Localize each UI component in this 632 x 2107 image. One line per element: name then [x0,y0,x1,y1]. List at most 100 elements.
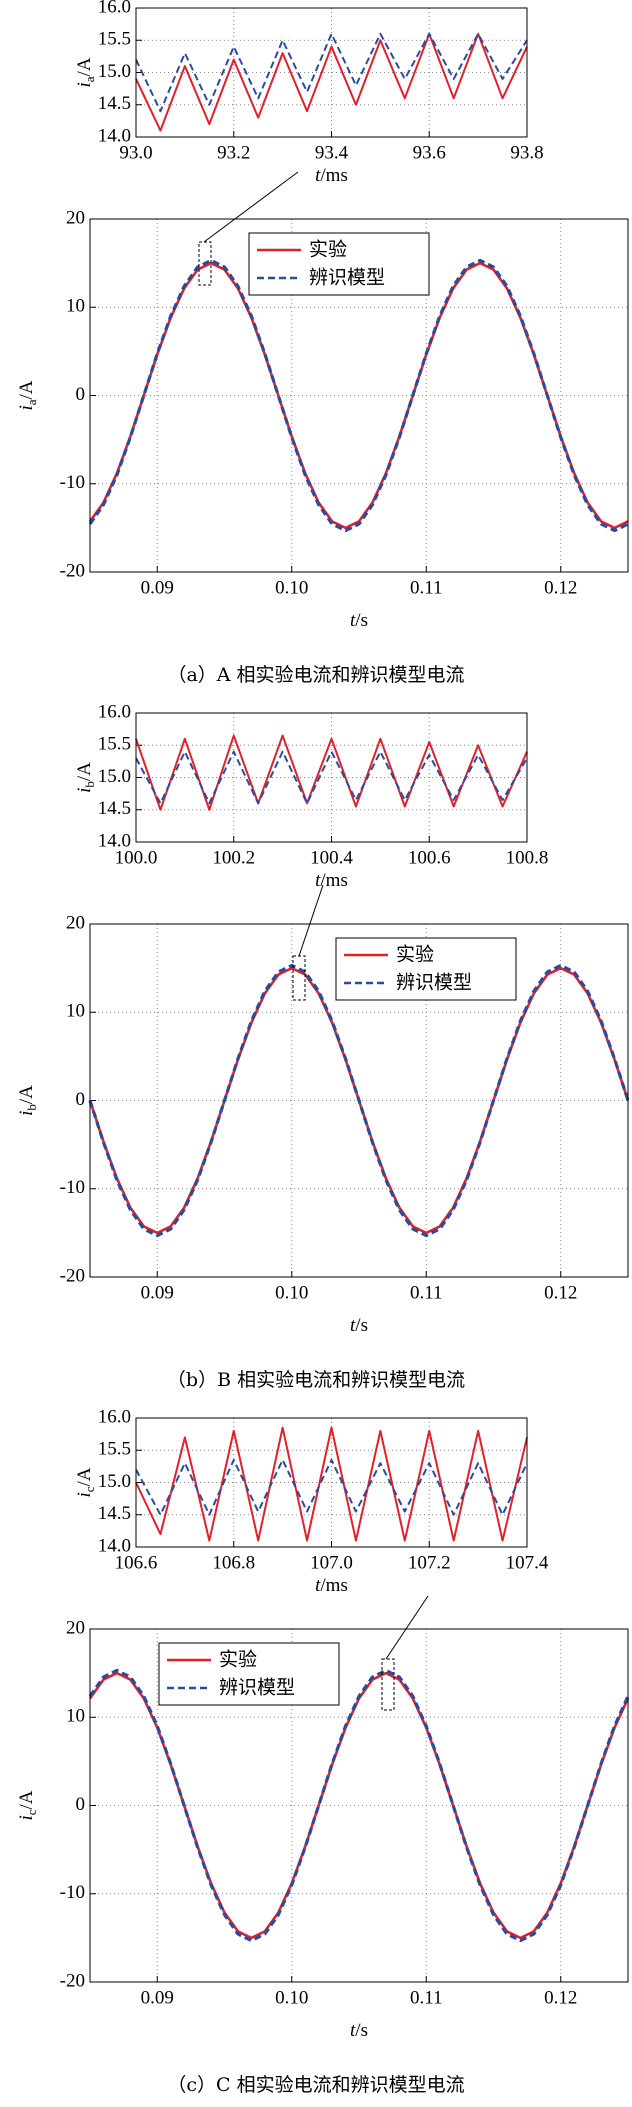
y-tick-label: 14.5 [98,1503,131,1524]
y-tick-label: -10 [60,1882,85,1903]
x-label-symbol: t [315,1575,321,1596]
y-tick-label: 20 [66,912,85,933]
y-label-symbol: i [74,82,95,87]
y-label-sub: c [24,1809,39,1815]
series-line [135,1458,528,1516]
x-tick-label: 93.4 [315,142,349,163]
y-tick-label: 20 [66,207,85,228]
y-label-unit: /A [74,57,95,76]
y-label-symbol: i [16,1111,37,1116]
x-axis-label: t/s [350,2020,368,2041]
y-tick-label: 15.0 [98,766,131,787]
y-tick-label: 14.0 [98,830,131,851]
x-tick-label: 107.2 [408,1552,451,1573]
x-tick-label: 0.09 [141,577,174,598]
x-tick-label: 106.8 [212,1552,255,1573]
y-tick-label: 15.5 [98,1439,131,1460]
x-tick-label: 100.0 [115,847,158,868]
x-tick-label: 107.0 [310,1552,353,1573]
y-label-symbol: i [16,1815,37,1820]
y-tick-label: 0 [76,1089,86,1110]
y-tick-label: 20 [66,1617,85,1638]
zoom-box [381,1658,395,1711]
y-tick-label: 14.5 [98,93,131,114]
legend-label: 辨识模型 [309,267,385,289]
x-tick-label: 0.11 [410,577,443,598]
x-label-symbol: t [350,610,356,631]
series-line [88,1668,630,1943]
y-tick-label: 14.0 [98,125,131,146]
plot-frame [89,923,629,1278]
zoom-box [198,241,212,286]
x-tick-label: 93.6 [413,142,446,163]
y-tick-label: 15.0 [98,61,131,82]
y-tick-label: 10 [66,1706,85,1727]
y-axis-label: ib/A [74,762,97,793]
zoom-leader [203,171,299,243]
x-axis-label: t/ms [315,1575,348,1596]
x-tick-label: 93.2 [217,142,250,163]
x-tick-label: 0.12 [544,1987,577,2008]
x-axis-label: t/s [350,610,368,631]
series-line [135,750,528,805]
y-tick-label: -10 [60,1177,85,1198]
x-label-unit: /s [355,1315,368,1336]
x-label-unit: /ms [320,1575,347,1596]
series-line [135,32,528,113]
x-tick-label: 0.11 [410,1282,443,1303]
plot-frame [135,712,528,843]
x-tick-label: 0.12 [544,577,577,598]
legend-box [248,232,430,296]
x-tick-label: 106.6 [115,1552,158,1573]
x-tick-label: 100.4 [310,847,353,868]
x-tick-label: 107.4 [506,1552,549,1573]
y-axis-label: ia/A [16,380,39,410]
legend-label: 实验 [309,239,347,261]
y-tick-label: -20 [60,1970,85,1991]
y-label-sub: a [24,399,39,405]
y-tick-label: -20 [60,1265,85,1286]
x-tick-label: 0.10 [275,1987,308,2008]
x-label-unit: /s [355,2020,368,2041]
y-label-unit: /A [74,762,95,781]
y-tick-label: 0 [76,384,86,405]
x-tick-label: 100.6 [408,847,451,868]
y-label-sub: c [82,1486,97,1492]
y-label-symbol: i [74,788,95,793]
zoom-leader [385,1595,429,1660]
x-tick-label: 0.11 [410,1987,443,2008]
legend-box [158,1642,340,1706]
x-tick-label: 0.09 [141,1987,174,2008]
y-tick-label: 14.5 [98,798,131,819]
x-label-symbol: t [350,2020,356,2041]
series-line [135,1426,528,1542]
y-axis-label: ic/A [16,1790,39,1820]
plot-frame [89,1628,629,1983]
legend-box [335,937,517,1001]
caption: （c）C 相实验电流和辨识模型电流 [167,2074,464,2096]
y-tick-label: 15.0 [98,1471,131,1492]
x-tick-label: 0.09 [141,1282,174,1303]
x-tick-label: 0.10 [275,577,308,598]
zoom-leader [298,884,324,957]
y-tick-label: 16.0 [98,0,131,17]
y-label-sub: b [24,1104,39,1111]
x-tick-label: 0.10 [275,1282,308,1303]
y-axis-label: ib/A [16,1085,39,1116]
x-axis-label: t/ms [315,165,348,186]
y-tick-label: 0 [76,1794,86,1815]
y-axis-label: ic/A [74,1467,97,1497]
plot-frame [89,218,629,573]
y-tick-label: 16.0 [98,1406,131,1427]
y-tick-label: 10 [66,1001,85,1022]
x-label-unit: /s [355,610,368,631]
y-tick-label: 10 [66,296,85,317]
legend-label: 实验 [396,944,434,966]
series-line [88,258,629,533]
x-label-symbol: t [315,165,321,186]
legend-label: 辨识模型 [396,972,472,994]
series-line [135,32,528,132]
y-tick-label: 14.0 [98,1535,131,1556]
plot-frame [135,1417,528,1548]
